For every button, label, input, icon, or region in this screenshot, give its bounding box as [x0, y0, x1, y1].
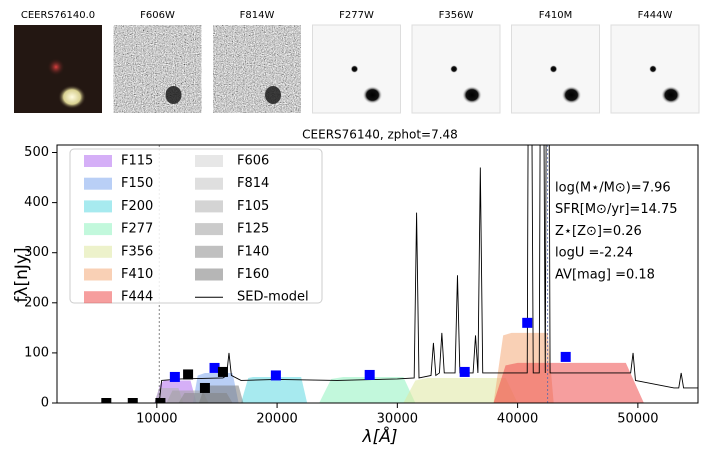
- photometry-point: [155, 398, 166, 403]
- x-tick-label: 20000: [256, 412, 297, 427]
- legend-label: F105: [237, 199, 269, 214]
- thumb-label: F356W: [439, 10, 474, 21]
- annotation: Z⋆[Z⊙]=0.26: [555, 224, 642, 239]
- filter-curve: [493, 362, 644, 403]
- legend-swatch: [84, 200, 112, 213]
- legend-label: F140: [237, 244, 269, 259]
- legend-swatch: [84, 155, 112, 167]
- legend-label: F277: [121, 222, 153, 237]
- thumb-label: F410M: [539, 10, 572, 21]
- photometry-point: [270, 370, 281, 381]
- plot-area: [72, 145, 698, 403]
- source: [47, 58, 65, 76]
- source: [561, 86, 582, 104]
- thumb-label: F814W: [240, 10, 275, 21]
- source: [649, 65, 657, 73]
- thumbnail: [411, 24, 501, 114]
- photometry-point: [127, 398, 138, 403]
- y-tick-label: 100: [24, 345, 49, 360]
- legend-swatch: [195, 245, 223, 258]
- filter-curve: [403, 377, 518, 403]
- y-tick-label: 400: [24, 195, 49, 210]
- legend-label: F444: [121, 290, 153, 305]
- plot-frame: [56, 144, 699, 404]
- source: [450, 65, 458, 73]
- photometry-point: [459, 366, 470, 377]
- photometry-point: [169, 371, 180, 382]
- source: [362, 86, 383, 104]
- legend-swatch: [195, 155, 223, 167]
- chart-title: CEERS76140, zphot=7.48: [302, 128, 458, 142]
- legend-label: F410: [121, 267, 153, 282]
- source: [549, 65, 558, 73]
- thumb-label: F606W: [140, 10, 175, 21]
- source: [350, 65, 359, 73]
- legend-swatch: [84, 223, 112, 236]
- sed-line: [72, 145, 698, 403]
- legend-swatch: [195, 223, 223, 236]
- legend-label: F125: [237, 222, 269, 237]
- thumbnail: [14, 25, 102, 113]
- photometry-point: [209, 362, 220, 373]
- annotation: AV[mag] =0.18: [555, 267, 655, 282]
- legend-label: F115: [121, 154, 153, 169]
- source: [661, 86, 681, 104]
- legend-label: F356: [121, 244, 153, 259]
- legend-label: F160: [237, 267, 269, 282]
- x-tick-label: 10000: [136, 412, 177, 427]
- image-bg: [113, 25, 202, 113]
- thumbnail: [213, 25, 301, 113]
- y-tick-label: 300: [24, 245, 49, 260]
- photometry-point: [522, 317, 533, 328]
- image-bg: [411, 24, 501, 114]
- legend-swatch: [195, 200, 223, 213]
- legend-swatch: [195, 177, 223, 190]
- source: [165, 86, 182, 104]
- annotation: log(M⋆/M⊙)=7.96: [555, 181, 671, 196]
- photometry-point: [101, 398, 112, 403]
- legend-swatch: [84, 177, 112, 190]
- legend-swatch: [84, 245, 112, 258]
- filter-curve: [241, 376, 308, 403]
- annotation: SFR[M⊙/yr]=14.75: [555, 202, 678, 217]
- legend-swatch: [195, 268, 223, 281]
- x-tick-label: 30000: [377, 412, 418, 427]
- image-bg: [213, 25, 301, 113]
- photometry-point: [364, 369, 375, 380]
- y-tick-label: 500: [24, 145, 49, 160]
- photometry-point: [183, 369, 194, 380]
- legend-swatch: [84, 268, 112, 281]
- thumbnail: [511, 24, 600, 114]
- y-tick-label: 0: [41, 396, 49, 411]
- photometry-point: [217, 366, 228, 377]
- photometry-point: [199, 382, 210, 393]
- legend-label: SED-model: [237, 290, 309, 305]
- thumb-label: CEERS76140.0: [21, 10, 95, 21]
- thumb-label: F444W: [638, 10, 673, 21]
- source: [462, 86, 482, 104]
- thumbnail: [312, 24, 401, 114]
- filter-curve: [198, 385, 244, 403]
- legend-label: F814: [237, 176, 269, 191]
- filter-curve: [319, 376, 416, 403]
- y-tick-label: 200: [24, 295, 49, 310]
- legend-label: F606: [237, 154, 269, 169]
- source: [58, 85, 86, 109]
- thumb-label: F277W: [339, 10, 374, 21]
- annotation: logU =-2.24: [555, 246, 633, 261]
- x-tick-label: 50000: [617, 412, 658, 427]
- photometry-point: [560, 351, 571, 362]
- x-axis-label: λ[Å]: [362, 425, 398, 447]
- legend-swatch: [84, 291, 112, 304]
- x-tick-label: 40000: [497, 412, 538, 427]
- source: [265, 86, 281, 104]
- thumbnail: [113, 25, 202, 113]
- y-axis-label: fλ[nJy]: [12, 247, 32, 302]
- legend-label: F200: [121, 199, 153, 214]
- thumbnail: [610, 24, 700, 114]
- legend-label: F150: [121, 176, 153, 191]
